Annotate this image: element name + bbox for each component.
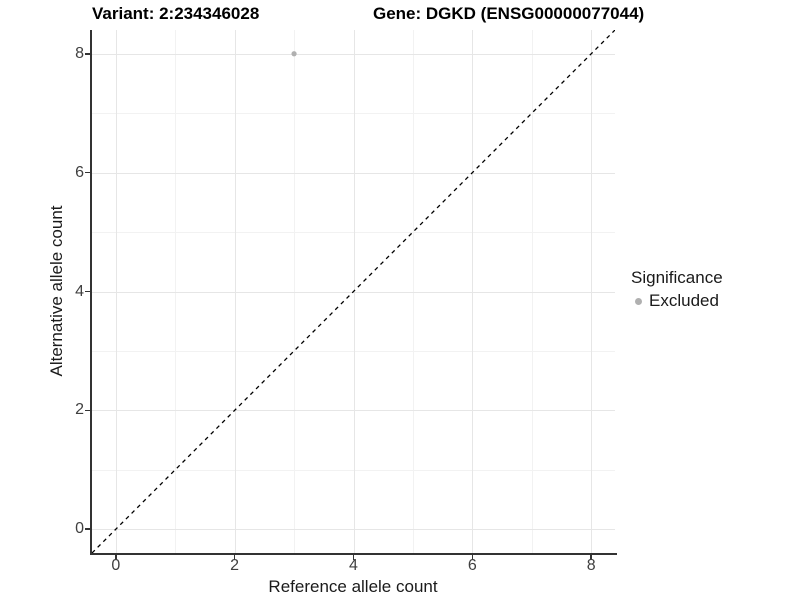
- x-tick-mark: [352, 555, 355, 560]
- x-tick-label: 4: [349, 557, 358, 574]
- y-tick-mark: [85, 53, 90, 55]
- y-tick-mark: [85, 290, 90, 293]
- y-tick-mark: [85, 528, 90, 530]
- plot-title-gene: Gene: DGKD (ENSG00000077044): [373, 4, 645, 23]
- x-tick-mark: [471, 555, 474, 560]
- x-axis-line: [90, 553, 617, 555]
- legend-item-label: Excluded: [649, 291, 719, 310]
- legend-title: Significance: [631, 268, 723, 287]
- y-tick-mark: [85, 171, 90, 174]
- excluded-point-icon: [635, 297, 642, 305]
- gridline: [92, 172, 615, 174]
- x-tick-label: 2: [230, 557, 240, 574]
- x-tick-label: 6: [467, 557, 477, 574]
- x-tick-label: 0: [111, 557, 121, 574]
- y-tick-label: 8: [75, 44, 84, 62]
- y-tick-label: 2: [75, 401, 84, 419]
- y-tick-label: 0: [75, 520, 84, 538]
- x-tick-mark: [590, 555, 592, 560]
- legend-item-excluded: Excluded: [631, 291, 723, 311]
- y-tick-mark: [85, 409, 90, 412]
- x-tick-label: 8: [586, 557, 596, 574]
- plot-panel: [92, 30, 615, 553]
- x-tick-mark: [233, 555, 236, 560]
- plot-title-variant: Variant: 2:234346028: [92, 4, 260, 23]
- data-point: [291, 51, 297, 57]
- legend: Significance Excluded: [631, 268, 723, 311]
- x-axis-title: Reference allele count: [268, 577, 438, 596]
- y-axis-line: [90, 30, 92, 555]
- identity-dashed-line: [92, 30, 615, 553]
- gridline: [92, 410, 615, 412]
- gridline: [92, 53, 615, 55]
- gridline: [92, 529, 615, 531]
- y-tick-label: 6: [75, 163, 84, 181]
- y-tick-label: 4: [75, 282, 84, 300]
- x-tick-mark: [115, 555, 117, 560]
- y-axis-title: Alternative allele count: [47, 205, 66, 377]
- plot-canvas: [92, 30, 615, 553]
